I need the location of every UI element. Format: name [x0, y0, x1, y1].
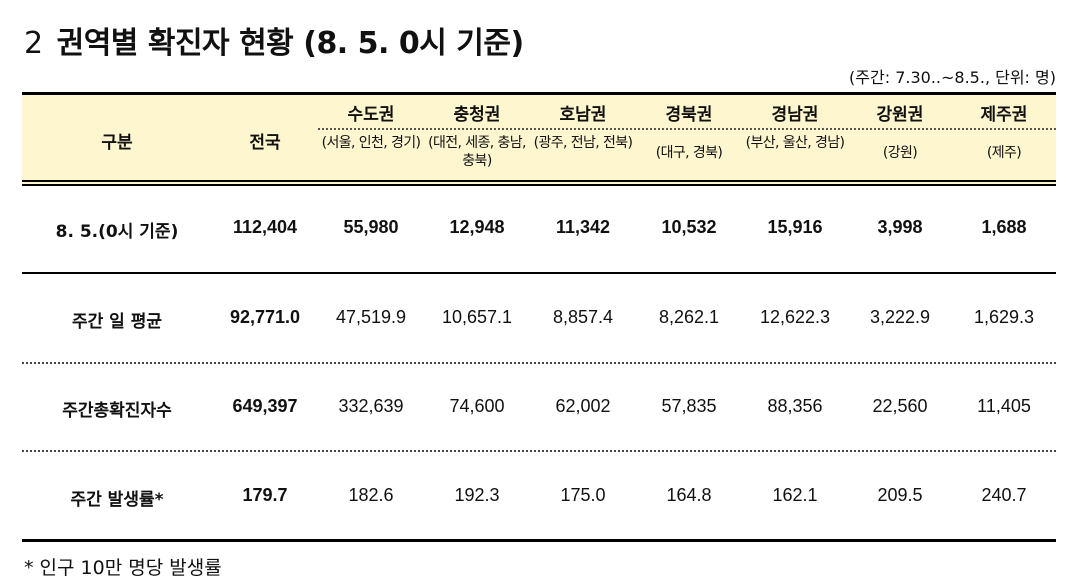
cell-honam: 62,002 [555, 396, 611, 416]
table-bottom-rule [22, 539, 1056, 542]
header-sub-honam: (광주, 전남, 전북) [533, 135, 633, 151]
header-category: 구분 [101, 133, 133, 153]
row-label: 주간 일 평균 [71, 312, 163, 332]
header-sub-chungcheong: (대전, 세종, 충남, 충북) [428, 135, 526, 169]
cell-gyeongnam: 162.1 [772, 485, 818, 505]
header-sub-sudo: (서울, 인천, 경기) [321, 135, 421, 151]
cell-jeju: 11,405 [977, 396, 1031, 416]
cell-gangwon: 3,222.9 [869, 307, 931, 327]
footnote: * 인구 10만 명당 발생률 [24, 557, 222, 579]
row-label: 8. 5.(0시 기준) [55, 222, 179, 242]
row-divider-dotted [22, 450, 1056, 452]
cell-gyeongnam: 88,356 [767, 396, 823, 416]
cell-gyeongbuk: 8,262.1 [658, 307, 720, 327]
cell-chungcheong: 74,600 [449, 396, 505, 416]
title-text: 권역별 확진자 현황 (8. 5. 0시 기준) [56, 26, 525, 61]
cell-honam: 11,342 [555, 217, 611, 237]
regional-cases-table: 구분 전국 수도권 충청권 호남권 경북권 경남권 강원권 제주권 (서울, 인… [22, 92, 1056, 544]
header-region-gyeongnam: 경남권 [771, 105, 819, 125]
header-double-rule [22, 180, 1056, 186]
cell-chungcheong: 12,948 [449, 217, 505, 237]
cell-sudo: 332,639 [338, 396, 404, 416]
cell-national: 649,397 [232, 396, 298, 416]
row-label: 주간 발생률* [70, 490, 164, 510]
header-region-gangwon: 강원권 [876, 105, 924, 125]
cell-honam: 175.0 [560, 485, 606, 505]
cell-gangwon: 3,998 [877, 217, 923, 237]
header-sub-jeju: (제주) [986, 145, 1022, 161]
row-divider-dotted [22, 362, 1056, 364]
header-divider [318, 128, 1056, 130]
header-region-gyeongbuk: 경북권 [665, 105, 713, 125]
cell-gangwon: 22,560 [872, 396, 928, 416]
cell-honam: 8,857.4 [552, 307, 614, 327]
table-header [22, 92, 1056, 182]
cell-gangwon: 209.5 [877, 485, 923, 505]
cell-gyeongnam: 12,622.3 [759, 307, 831, 327]
cell-gyeongbuk: 164.8 [666, 485, 712, 505]
cell-jeju: 1,629.3 [973, 307, 1035, 327]
cell-national: 92,771.0 [229, 307, 301, 327]
header-region-sudo: 수도권 [347, 105, 395, 125]
cell-jeju: 1,688 [981, 217, 1027, 237]
section-number: 2 [24, 26, 43, 61]
cell-chungcheong: 192.3 [454, 485, 500, 505]
header-region-chungcheong: 충청권 [453, 105, 501, 125]
cell-sudo: 55,980 [343, 217, 399, 237]
row-divider-solid [22, 272, 1056, 274]
cell-gyeongbuk: 57,835 [661, 396, 717, 416]
header-national: 전국 [249, 133, 281, 153]
header-sub-gangwon: (강원) [882, 145, 918, 161]
cell-jeju: 240.7 [981, 485, 1027, 505]
cell-gyeongnam: 15,916 [767, 217, 823, 237]
header-sub-gyeongbuk: (대구, 경북) [655, 145, 723, 161]
cell-national: 112,404 [232, 217, 298, 237]
cell-sudo: 182.6 [348, 485, 394, 505]
cell-sudo: 47,519.9 [335, 307, 407, 327]
header-region-honam: 호남권 [559, 105, 607, 125]
header-region-jeju: 제주권 [980, 105, 1028, 125]
cell-national: 179.7 [242, 485, 288, 505]
cell-gyeongbuk: 10,532 [661, 217, 717, 237]
header-sub-gyeongnam: (부산, 울산, 경남) [745, 135, 845, 151]
page-title: 2 권역별 확진자 현황 (8. 5. 0시 기준) [24, 18, 524, 62]
cell-chungcheong: 10,657.1 [441, 307, 513, 327]
row-label: 주간총확진자수 [62, 401, 172, 421]
unit-note: (주간: 7.30..~8.5., 단위: 명) [849, 68, 1056, 87]
